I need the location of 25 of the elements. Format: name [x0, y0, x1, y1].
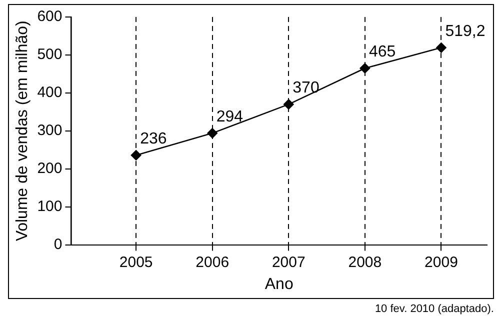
y-tick-label: 600	[37, 8, 62, 26]
point	[207, 128, 218, 138]
data-label: 236	[140, 130, 167, 148]
data-label: 465	[368, 44, 396, 61]
x-tick-label: 2005	[119, 254, 153, 271]
x-tick-label: 2008	[348, 254, 382, 271]
y-tick-label: 400	[37, 84, 62, 102]
y-tick-label: 500	[37, 46, 62, 64]
data-label: 370	[292, 80, 320, 97]
y-tick-label: 300	[37, 122, 62, 140]
data-label: 519,2	[445, 23, 486, 40]
data-label: 294	[216, 108, 244, 126]
text: 10 fev. 2010 (adaptado).	[374, 303, 494, 315]
x-axis-title: Ano	[264, 276, 294, 293]
y-tick-label: 200	[37, 160, 62, 178]
point	[130, 150, 142, 160]
y-tick-label: 100	[37, 198, 62, 215]
x-tick-label: 2006	[196, 254, 230, 271]
x-tick-label: 2009	[424, 254, 458, 271]
y-tick-label: 0	[54, 236, 62, 253]
x-tick-label: 2007	[272, 254, 306, 271]
point	[360, 63, 370, 74]
point	[436, 42, 446, 53]
y-axis-title: Volume de vendas (em milhão)	[14, 20, 32, 242]
point	[284, 99, 294, 110]
